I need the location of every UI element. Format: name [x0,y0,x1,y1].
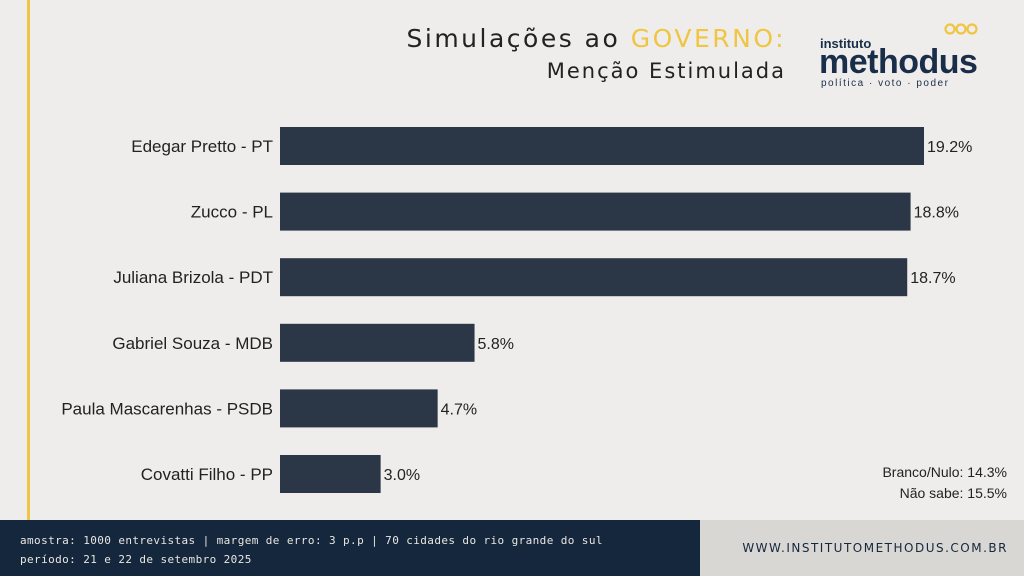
category-label: Paula Mascarenhas - PSDB [61,399,273,418]
category-label: Gabriel Souza - MDB [112,334,273,353]
footer-methodology: amostra: 1000 entrevistas | margem de er… [0,520,700,576]
title-text: Simulações ao [406,24,631,53]
accent-vertical-line [27,0,30,520]
category-label: Covatti Filho - PP [141,465,273,484]
bar [280,127,924,165]
value-label: 3.0% [384,467,420,484]
bar [280,389,438,428]
value-label: 19.2% [927,139,972,156]
value-label: 18.8% [914,205,959,222]
category-label: Juliana Brizola - PDT [113,268,273,287]
value-label: 4.7% [441,401,477,418]
category-label: Edegar Pretto - PT [131,137,273,156]
logo-infinity-icon [944,23,978,35]
value-label: 18.7% [910,270,955,287]
bar [280,455,381,493]
title-line: Simulações ao GOVERNO: [407,24,786,53]
value-label: 5.8% [478,336,514,353]
chart-title: Simulações ao GOVERNO: Menção Estimulada [407,24,786,83]
bar [280,192,911,231]
subtitle: Menção Estimulada [546,59,786,83]
extra-stats: Branco/Nulo: 14.3% Não sabe: 15.5% [882,462,1007,504]
bar-chart: Edegar Pretto - PT 19.2% Zucco - PL 18.8% Ju… [61,127,972,493]
logo-main-text: methodus [819,43,978,81]
dont-know-stat: Não sabe: 15.5% [899,485,1007,501]
institute-logo: instituto methodus política · voto · pod… [819,22,990,94]
bar [280,323,475,362]
title-accent-text: GOVERNO: [630,24,786,53]
logo-top-text: instituto [820,36,872,51]
category-label: Zucco - PL [191,203,273,222]
blank-null-stat: Branco/Nulo: 14.3% [882,464,1007,480]
bar [280,258,908,297]
footer-sample-line: amostra: 1000 entrevistas | margem de er… [20,534,603,547]
logo-tagline: política · voto · poder [821,78,950,89]
footer-url-panel: WWW.INSTITUTOMETHODUS.COM.BR [700,520,1024,576]
footer-period-line: período: 21 e 22 de setembro 2025 [20,553,252,566]
website-link[interactable]: WWW.INSTITUTOMETHODUS.COM.BR [742,541,1008,555]
